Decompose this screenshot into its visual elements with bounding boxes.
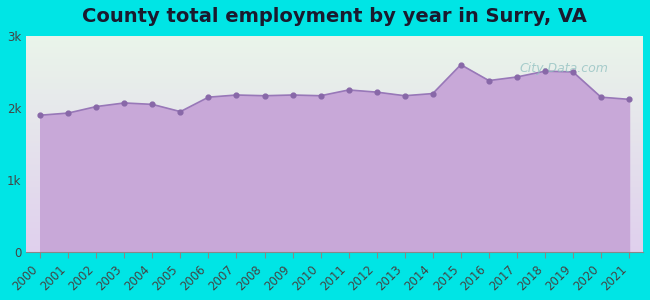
Point	[596, 95, 606, 100]
Point	[147, 102, 157, 107]
Point	[63, 111, 73, 116]
Point	[91, 104, 101, 109]
Point	[287, 93, 298, 98]
Point	[428, 91, 438, 96]
Point	[203, 95, 214, 100]
Point	[119, 100, 129, 105]
Point	[484, 78, 494, 83]
Point	[343, 88, 354, 92]
Point	[176, 109, 186, 114]
Point	[35, 113, 46, 118]
Point	[567, 70, 578, 74]
Point	[456, 62, 466, 67]
Point	[259, 93, 270, 98]
Point	[231, 93, 242, 98]
Text: City-Data.com: City-Data.com	[520, 62, 608, 75]
Point	[540, 69, 550, 74]
Point	[512, 75, 522, 80]
Point	[624, 97, 634, 102]
Point	[400, 93, 410, 98]
Title: County total employment by year in Surry, VA: County total employment by year in Surry…	[82, 7, 587, 26]
Point	[315, 93, 326, 98]
Point	[372, 90, 382, 94]
